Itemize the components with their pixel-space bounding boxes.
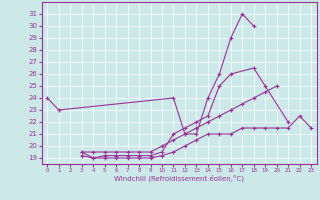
X-axis label: Windchill (Refroidissement éolien,°C): Windchill (Refroidissement éolien,°C)	[114, 175, 244, 182]
